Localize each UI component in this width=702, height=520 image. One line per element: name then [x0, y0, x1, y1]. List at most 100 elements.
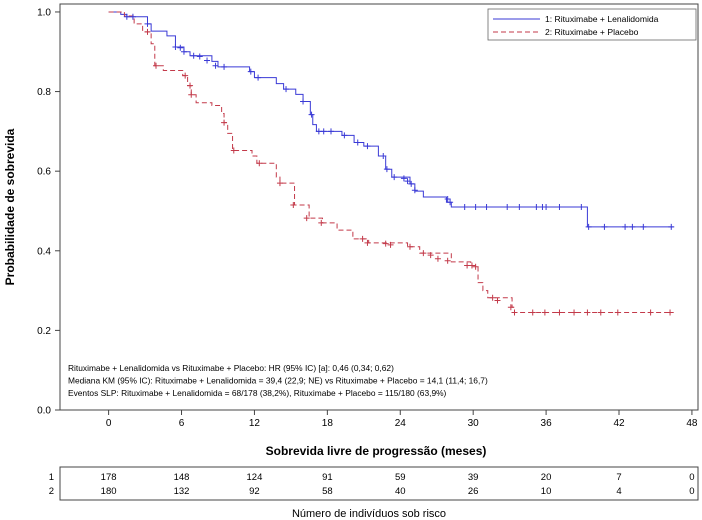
y-tick-label-5: 1.0 — [37, 7, 51, 18]
censor-mark-2-3 — [187, 82, 194, 89]
censor-mark-2-14 — [382, 240, 389, 247]
x-tick-label-42: 42 — [613, 418, 625, 429]
censor-mark-1-21 — [364, 143, 371, 150]
censor-mark-1-30 — [447, 199, 454, 206]
censor-mark-2-8 — [276, 180, 283, 187]
censor-mark-2-19 — [434, 255, 441, 262]
censor-mark-1-41 — [585, 223, 592, 230]
annotations: Rituximabe + Lenalidomida vs Rituximabe … — [68, 363, 488, 398]
censor-mark-1-25 — [400, 175, 407, 182]
censor-mark-2-23 — [472, 263, 479, 270]
risk-cell-1-48: 0 — [689, 472, 694, 483]
censor-mark-2-13 — [364, 239, 371, 246]
censor-mark-1-7 — [196, 53, 203, 60]
censor-mark-1-45 — [640, 223, 647, 230]
censor-mark-1-29 — [444, 196, 451, 203]
censor-mark-1-43 — [622, 223, 629, 230]
x-tick-label-36: 36 — [541, 418, 553, 429]
censor-mark-1-14 — [300, 98, 307, 105]
censor-mark-2-25 — [494, 297, 501, 304]
censor-mark-1-26 — [404, 178, 411, 185]
risk-cell-2-42: 4 — [616, 486, 621, 497]
censor-mark-2-7 — [256, 160, 263, 167]
censor-mark-1-31 — [461, 204, 468, 210]
risk-cell-2-24: 40 — [395, 486, 406, 497]
censor-mark-2-15 — [387, 241, 394, 248]
censor-mark-1-46 — [668, 223, 675, 230]
censor-mark-1-15 — [308, 111, 315, 118]
censor-mark-1-1 — [129, 13, 136, 20]
risk-row-label-2: 2 — [49, 486, 54, 497]
y-tick-label-3: 0.6 — [37, 167, 51, 178]
censor-mark-2-5 — [221, 119, 228, 126]
censor-mark-1-22 — [380, 153, 387, 160]
censor-mark-1-11 — [247, 68, 254, 75]
censor-mark-1-4 — [177, 44, 184, 51]
censor-mark-2-36 — [667, 309, 674, 316]
censor-mark-1-2 — [144, 20, 151, 27]
censor-mark-2-29 — [541, 309, 548, 316]
risk-cell-2-12: 92 — [249, 486, 260, 497]
x-tick-label-30: 30 — [468, 418, 480, 429]
censor-mark-1-19 — [341, 132, 348, 139]
censor-mark-2-12 — [359, 235, 366, 242]
censor-mark-1-24 — [391, 174, 398, 181]
risk-cell-2-36: 10 — [541, 486, 552, 497]
plot-frame — [59, 3, 699, 411]
censor-mark-2-20 — [444, 257, 451, 264]
censor-mark-2-31 — [571, 309, 578, 316]
censor-mark-2-0 — [144, 28, 151, 35]
risk-table-title: Número de indivíduos sob risco — [292, 508, 446, 520]
censor-mark-1-28 — [411, 187, 418, 194]
censor-mark-1-5 — [180, 48, 187, 55]
x-axis: 0 6 12 18 24 30 36 42 48 — [106, 410, 698, 429]
censor-mark-2-22 — [468, 262, 475, 269]
y-axis: 0.0 0.2 0.4 0.6 0.8 1.0 — [37, 7, 60, 417]
x-tick-label-0: 0 — [106, 418, 112, 429]
y-tick-label-2: 0.4 — [37, 246, 51, 257]
censor-mark-2-10 — [303, 215, 310, 222]
censor-mark-2-24 — [489, 294, 496, 301]
km-chart: 0 6 12 18 24 30 36 42 48 0.0 0.2 0.4 0.6 0.8 1.0 Ritu… — [3, 3, 699, 458]
censor-mark-2-35 — [647, 309, 654, 316]
censor-mark-2-28 — [529, 309, 536, 316]
censor-mark-1-9 — [212, 62, 219, 69]
censor-mark-1-17 — [320, 128, 327, 135]
risk-cell-2-30: 26 — [468, 486, 479, 497]
risk-cell-1-12: 124 — [247, 472, 263, 483]
censor-mark-1-44 — [629, 223, 636, 230]
censor-mark-1-34 — [504, 204, 511, 210]
y-axis-title: Probabilidade de sobrevida — [3, 128, 17, 285]
censor-mark-1-8 — [204, 57, 211, 64]
censor-mark-2-9 — [290, 202, 297, 209]
annotation-events: Eventos SLP: Rituximabe + Lenalidomida =… — [68, 388, 447, 398]
censor-mark-1-6 — [190, 52, 197, 59]
censor-mark-1-10 — [221, 63, 228, 70]
risk-cell-2-6: 132 — [174, 486, 190, 497]
censor-mark-1-33 — [483, 204, 490, 210]
legend-label-1: 1: Rituximabe + Lenalidomida — [545, 14, 659, 24]
censor-marks — [123, 13, 675, 316]
censor-mark-1-13 — [283, 86, 290, 93]
risk-row-label-1: 1 — [49, 472, 54, 483]
risk-cell-2-48: 0 — [689, 486, 694, 497]
censor-mark-2-4 — [188, 91, 195, 98]
censor-mark-1-27 — [408, 180, 415, 187]
risk-table-frame — [59, 466, 699, 501]
risk-cell-1-24: 59 — [395, 472, 406, 483]
censor-mark-1-36 — [533, 204, 540, 210]
censor-mark-2-33 — [597, 309, 604, 316]
censor-mark-2-32 — [584, 309, 591, 316]
censor-mark-2-11 — [318, 219, 325, 226]
censor-mark-1-40 — [578, 204, 585, 210]
risk-cell-1-0: 178 — [101, 472, 117, 483]
censor-mark-2-1 — [153, 62, 160, 69]
censor-mark-1-38 — [543, 204, 550, 210]
annotation-median: Mediana KM (95% IC): Rituximabe + Lenali… — [68, 376, 488, 386]
y-tick-label-4: 0.8 — [37, 87, 51, 98]
risk-cell-1-36: 20 — [541, 472, 552, 483]
censor-mark-1-12 — [255, 74, 262, 81]
x-axis-title: Sobrevida livre de progressão (meses) — [266, 444, 487, 458]
y-tick-label-1: 0.2 — [37, 326, 51, 337]
x-tick-label-18: 18 — [322, 418, 334, 429]
